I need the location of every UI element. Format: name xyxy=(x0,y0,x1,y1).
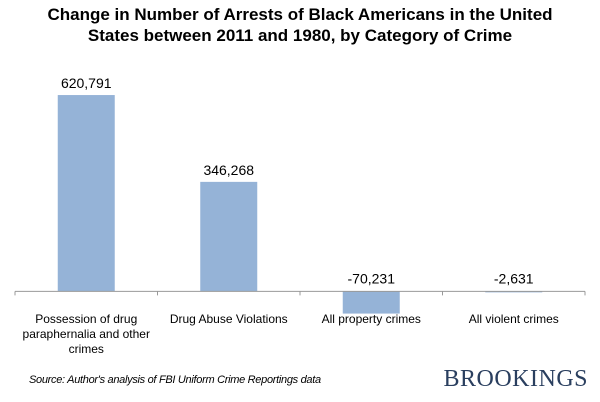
data-label: 346,268 xyxy=(203,162,254,178)
data-label: 620,791 xyxy=(61,75,112,91)
bar xyxy=(342,291,400,314)
bar xyxy=(57,95,115,292)
brookings-logo: BROOKINGS xyxy=(443,366,588,392)
x-tick-label: Drug Abuse Violations xyxy=(169,312,288,326)
x-tick-label: All violent crimes xyxy=(468,312,559,326)
data-label: -2,631 xyxy=(494,270,534,286)
chart-title: Change in Number of Arrests of Black Ame… xyxy=(47,5,553,45)
source-note: Source: Author's analysis of FBI Uniform… xyxy=(29,374,321,386)
bar xyxy=(200,181,258,292)
x-tick-label: All property crimes xyxy=(321,312,421,326)
x-tick-label: Possession of drug paraphernalia and oth… xyxy=(22,312,150,356)
data-label: -70,231 xyxy=(348,270,396,286)
